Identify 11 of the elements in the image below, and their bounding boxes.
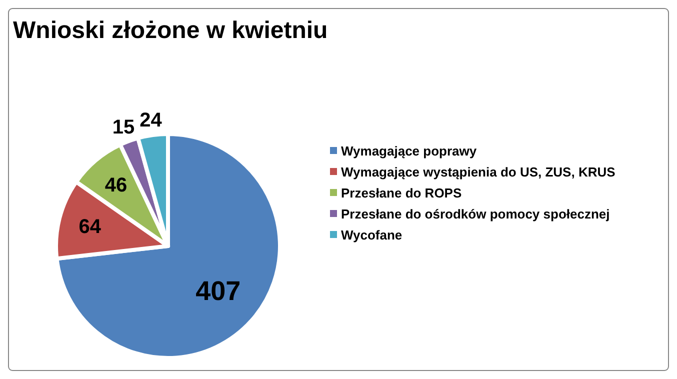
data-label: 46 [104, 174, 128, 196]
legend-label: Wymagające wystąpienia do US, ZUS, KRUS [341, 164, 616, 180]
chart-title: Wnioski złożone w kwietniu [13, 17, 328, 44]
legend-label: Przesłane do ośrodków pomocy społecznej [341, 206, 610, 222]
data-label: 15 [112, 116, 135, 138]
legend-label: Wymagające poprawy [341, 144, 478, 159]
legend-label: Przesłane do ROPS [341, 186, 462, 201]
data-label: 407 [196, 276, 241, 306]
data-label: 64 [78, 216, 102, 238]
legend-label: Wycofane [341, 228, 402, 243]
data-label: 24 [140, 109, 163, 132]
